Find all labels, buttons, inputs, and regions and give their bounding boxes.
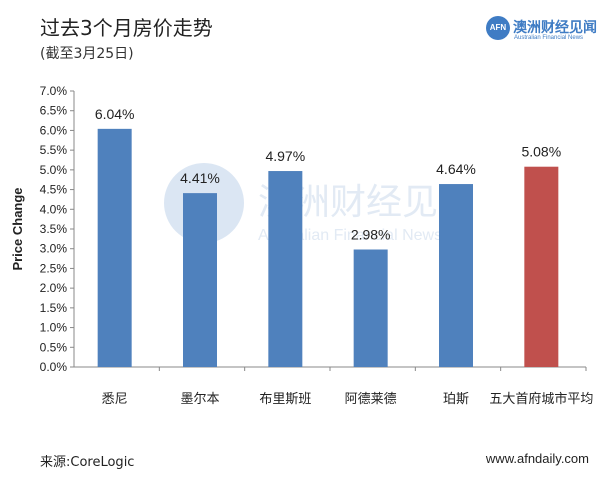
bar — [268, 171, 303, 367]
data-label: 4.97% — [265, 148, 305, 164]
page-title: 过去3个月房价走势 — [40, 16, 213, 40]
chart-bars — [97, 128, 559, 367]
bar — [183, 193, 217, 367]
x-tick-label: 阿德莱德 — [345, 392, 397, 407]
bar — [524, 166, 559, 367]
page-subtitle: (截至3月25日) — [40, 46, 134, 62]
y-tick-label: 1.5% — [40, 301, 68, 315]
bar — [439, 184, 473, 367]
website-url: www.afndaily.com — [485, 451, 589, 466]
y-tick-label: 6.0% — [40, 123, 68, 137]
y-tick-label: 6.5% — [40, 104, 68, 118]
brand-name-en: Australian Financial News — [514, 35, 584, 41]
y-tick-label: 2.0% — [40, 281, 68, 295]
brand-name-cn: 澳洲财经见闻 — [513, 20, 597, 36]
y-tick-label: 3.0% — [40, 242, 68, 256]
bar — [353, 249, 388, 367]
data-label: 6.04% — [95, 106, 135, 122]
watermark-en: Australian Financial News — [258, 227, 442, 244]
y-tick-label: 2.5% — [40, 261, 68, 275]
bar — [97, 128, 132, 367]
chart-axes: 0.0% 0.5% 1.0% 1.5% 2.0% 2.5% 3.0% 3.5% 4.0% 4.5%… — [10, 84, 587, 374]
y-tick-label: 0.5% — [40, 340, 68, 354]
y-tick-label: 3.5% — [40, 222, 68, 236]
x-tick-label: 珀斯 — [443, 392, 469, 407]
data-label: 5.08% — [521, 144, 561, 160]
y-tick-label: 4.0% — [40, 202, 68, 216]
y-axis-title: Price Change — [10, 187, 25, 270]
x-tick-label: 悉尼 — [102, 392, 128, 407]
x-tick-label: 布里斯班 — [259, 392, 311, 407]
data-label: 4.64% — [436, 161, 476, 177]
x-tick-label: 墨尔本 — [180, 392, 219, 407]
source-note: 来源:CoreLogic — [40, 455, 135, 470]
y-tick-label: 1.0% — [40, 321, 68, 335]
afn-logo-icon: AFN — [486, 16, 510, 40]
y-tick-label: 5.5% — [40, 143, 68, 157]
data-label: 2.98% — [351, 227, 391, 243]
y-tick-label: 0.0% — [40, 360, 68, 374]
y-tick-label: 7.0% — [40, 84, 68, 98]
y-tick-label: 5.0% — [40, 163, 68, 177]
chart-labels: 6.04% 悉尼 4.41% 墨尔本 4.97% 布里斯班 2.98% 阿德莱德 4.64% 珀斯… — [95, 106, 594, 407]
data-label: 4.41% — [180, 170, 220, 186]
brand-logo: AFN 澳洲财经见闻 Australian Financial News — [486, 16, 606, 44]
x-tick-label: 五大首府城市平均 — [489, 391, 593, 407]
y-tick-label: 4.5% — [40, 183, 68, 197]
